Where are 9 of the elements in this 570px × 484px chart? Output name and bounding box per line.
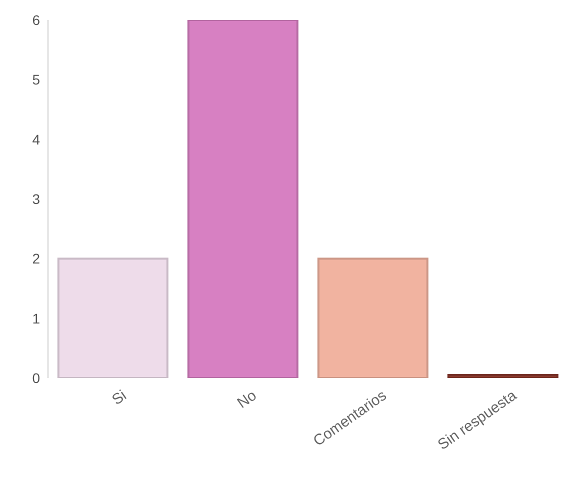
y-tick-label: 0 (32, 370, 40, 386)
x-tick-label: Si (109, 387, 130, 409)
x-tick-label: No (234, 387, 260, 412)
y-tick-label: 2 (32, 250, 40, 267)
y-tick-label: 6 (32, 12, 40, 28)
y-tick-label: 4 (32, 131, 40, 148)
y-tick-label: 3 (32, 190, 40, 207)
y-tick-label: 1 (32, 310, 40, 326)
y-tick-label: 5 (32, 72, 40, 88)
